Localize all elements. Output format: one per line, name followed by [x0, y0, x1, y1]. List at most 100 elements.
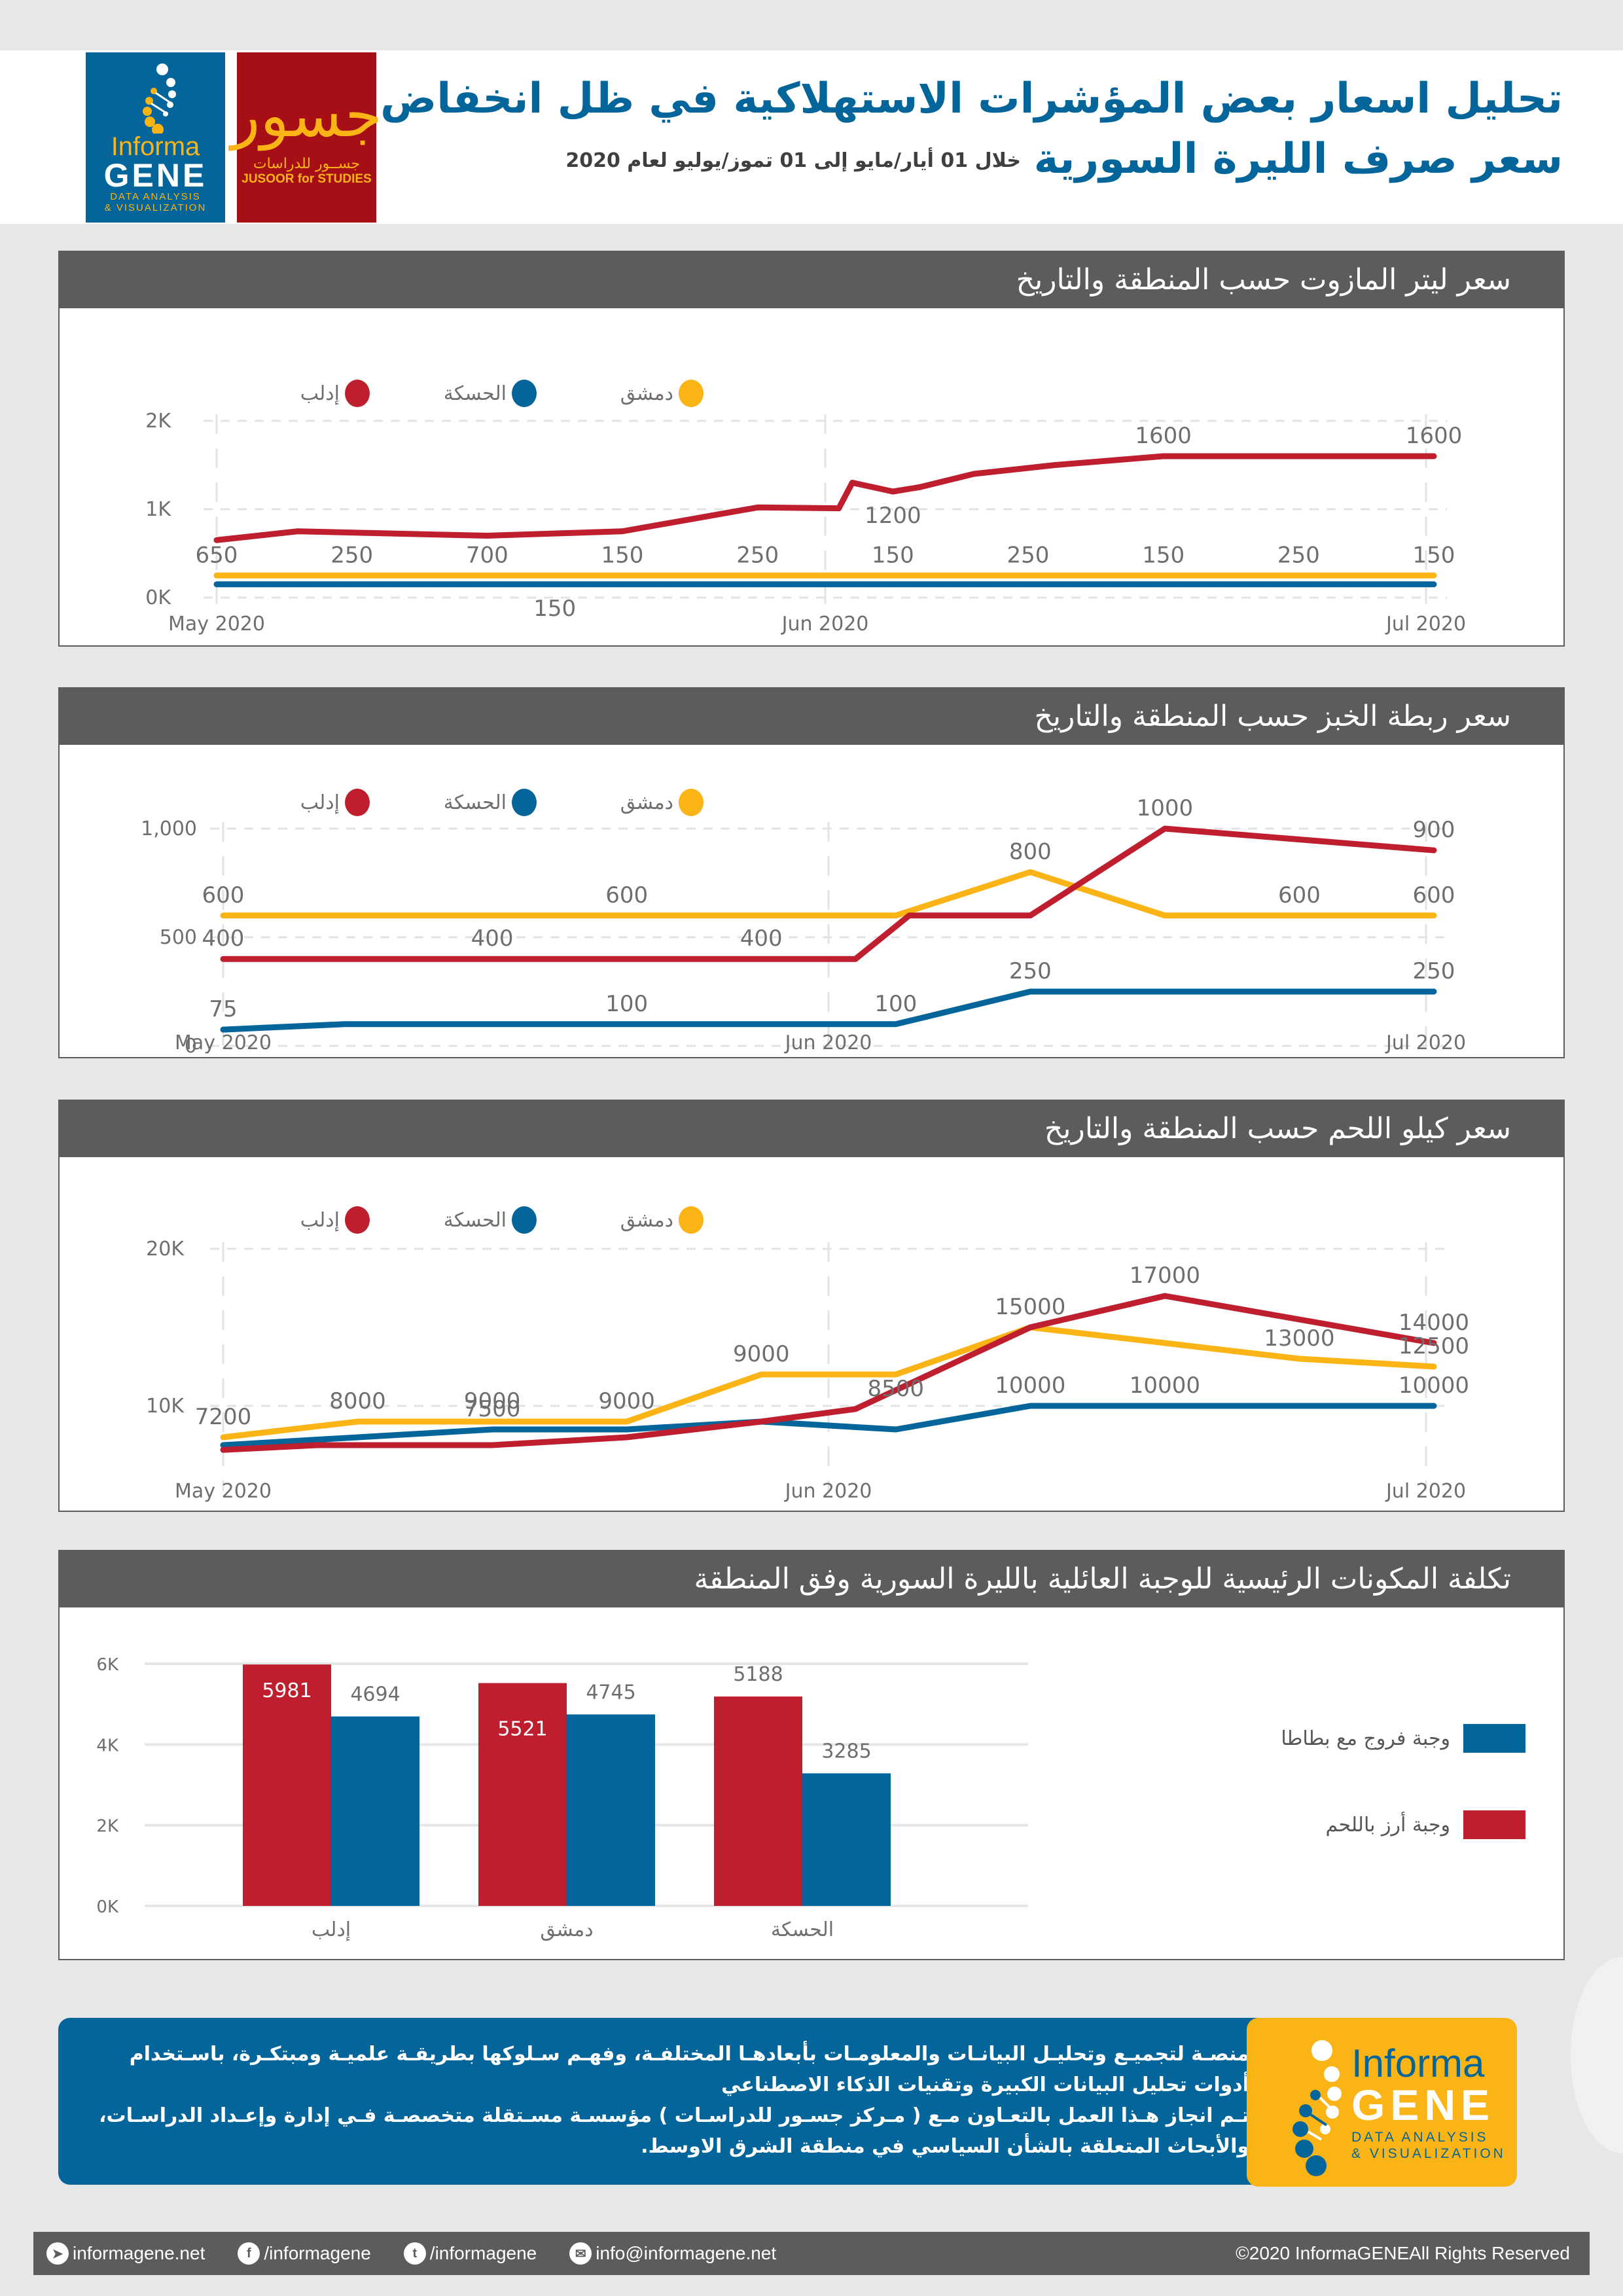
data-label: 700 [466, 542, 508, 568]
data-label: 150 [1142, 542, 1185, 568]
informagene-logo: Informa GENE DATA ANALYSIS & VISUALIZATI… [86, 52, 225, 223]
category-label: إدلب [312, 1918, 351, 1941]
jusoor-english-name: JUSOOR for STUDIES [241, 171, 372, 186]
data-label: 600 [1413, 882, 1455, 908]
copyright-text: ©2020 InformaGENEAll Rights Reserved [1236, 2243, 1570, 2263]
x-tick-label: Jun 2020 [784, 1031, 872, 1054]
data-label: 75 [209, 996, 237, 1022]
panel-title: سعر ربطة الخبز حسب المنطقة والتاريخ [60, 689, 1563, 745]
series-line-idlib [220, 1293, 1437, 1453]
data-label: 400 [740, 925, 783, 952]
data-label: 150 [533, 596, 576, 622]
about-text: منصـة لتجميـع وتحليـل البيانـات والمعلوم… [84, 2039, 1249, 2162]
website-link[interactable]: ➤ informagene.net [46, 2242, 205, 2265]
data-label: 10000 [1399, 1372, 1469, 1399]
legend-dot-hasakah [512, 789, 537, 816]
data-label: 650 [196, 542, 238, 568]
y-tick-label: 1,000 [141, 817, 197, 840]
twitter-link[interactable]: t /informagene [403, 2242, 537, 2265]
bar-idlib [243, 1664, 331, 1906]
bar-value-label: 4745 [586, 1681, 635, 1704]
legend-label-idlib: إدلب [300, 791, 340, 814]
y-tick-label: 2K [96, 1817, 119, 1837]
legend-swatch-hasakah [1463, 1724, 1525, 1753]
logo-informa-text: Informa [1351, 2041, 1485, 2085]
facebook-icon: f [238, 2242, 260, 2265]
series-line-hasakah [220, 1403, 1437, 1448]
data-label: 1200 [865, 503, 921, 529]
data-label: 250 [1277, 542, 1320, 568]
jusoor-calligraphy: جسور [231, 80, 382, 151]
bar-value-label: 5188 [733, 1663, 783, 1686]
legend-label-hasakah: الحسكة [444, 382, 507, 405]
y-tick-label: 6K [96, 1655, 119, 1675]
logo-tagline-line: DATA ANALYSIS [1351, 2130, 1489, 2145]
about-paragraph: تـم انجاز هـذا العمل بالتعـاون مـع ( مـر… [99, 2104, 1249, 2158]
bar-hasakah [567, 1714, 655, 1906]
data-label: 600 [605, 882, 648, 908]
data-label: 150 [601, 542, 644, 568]
bar-hasakah [331, 1716, 419, 1906]
data-label: 1600 [1406, 423, 1463, 449]
legend-dot-idlib [345, 380, 370, 407]
y-tick-label: 2K [145, 410, 171, 433]
series-line-damascus [220, 869, 1437, 919]
twitter-text: /informagene [429, 2243, 537, 2263]
panel-title: سعر كيلو اللحم حسب المنطقة والتاريخ [60, 1101, 1563, 1157]
data-label: 10000 [995, 1372, 1065, 1399]
legend-label-idlib: إدلب [300, 1209, 340, 1232]
bar-value-label: 4694 [350, 1683, 400, 1706]
decorative-circle [1571, 1957, 1623, 2153]
bar-value-label: 3285 [821, 1740, 871, 1763]
data-label: 800 [1009, 838, 1052, 865]
x-tick-label: Jun 2020 [781, 613, 869, 636]
data-label: 250 [1009, 958, 1052, 984]
meal-cost-panel: تكلفة المكونات الرئيسية للوجبة العائلية … [58, 1550, 1565, 1960]
legend-label-hasakah: الحسكة [444, 1209, 507, 1232]
data-label: 14000 [1399, 1310, 1469, 1336]
envelope-icon: ✉ [569, 2242, 592, 2265]
bar-hasakah [802, 1773, 891, 1906]
data-label: 400 [202, 925, 245, 952]
data-label: 400 [471, 925, 514, 952]
bread-line-chart: إدلب الحسكة دمشق 0 500 1,000 May 2020 Jun 2020 J… [141, 789, 1466, 1057]
data-label: 9000 [598, 1388, 655, 1414]
y-tick-label: 0K [145, 586, 171, 609]
legend-label-damascus: دمشق [620, 1209, 673, 1232]
data-label: 100 [874, 991, 917, 1017]
dna-icon [1293, 2040, 1342, 2176]
data-label: 15000 [995, 1294, 1065, 1320]
facebook-link[interactable]: f /informagene [238, 2242, 371, 2265]
data-label: 8000 [329, 1388, 386, 1414]
legend-label-hasakah: الحسكة [444, 791, 507, 814]
diesel-line-chart: إدلب الحسكة دمشق 0K 1K 2K May 2020 Jun 2020 Jul … [145, 380, 1466, 636]
website-text: informagene.net [73, 2243, 205, 2263]
category-label: الحسكة [771, 1918, 834, 1941]
data-label: 250 [1413, 958, 1455, 984]
logo-informa-text: Informa [111, 132, 200, 161]
legend-dot-damascus [679, 380, 704, 407]
legend-dot-idlib [345, 789, 370, 816]
jusoor-arabic-name: جســور للدراسات [253, 155, 361, 172]
diesel-price-panel: سعر ليتر المازوت حسب المنطقة والتاريخ إد… [58, 251, 1565, 647]
bar-value-label: 5981 [262, 1679, 312, 1702]
meat-price-panel: سعر كيلو اللحم حسب المنطقة والتاريخ إدلب… [58, 1100, 1565, 1512]
x-tick-label: Jun 2020 [784, 1480, 872, 1503]
meat-line-chart: إدلب الحسكة دمشق 10K 20K May 2020 Jun 2020 Jul … [146, 1206, 1469, 1503]
y-tick-label: 500 [160, 926, 197, 949]
legend-dot-damascus [679, 789, 704, 816]
jusoor-logo: جسور جســور للدراسات JUSOOR for STUDIES [231, 52, 382, 223]
email-link[interactable]: ✉ info@informagene.net [569, 2242, 776, 2265]
legend-label-idlib: إدلب [300, 382, 340, 405]
panel-title: سعر ليتر المازوت حسب المنطقة والتاريخ [60, 252, 1563, 308]
y-tick-label: 1K [145, 498, 171, 521]
x-tick-label: May 2020 [175, 1480, 272, 1503]
about-box: منصـة لتجميـع وتحليـل البيانـات والمعلوم… [58, 2018, 1269, 2185]
legend-dot-damascus [679, 1206, 704, 1234]
data-label: 1000 [1137, 795, 1194, 821]
series-line-idlib [220, 825, 1437, 962]
y-tick-label: 0 [185, 1035, 197, 1057]
data-label: 7200 [195, 1404, 252, 1430]
data-label: 600 [202, 882, 245, 908]
y-tick-label: 20K [146, 1238, 185, 1261]
